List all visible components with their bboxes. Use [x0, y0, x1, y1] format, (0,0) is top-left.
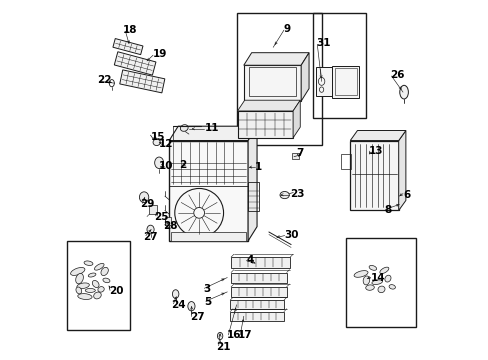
Ellipse shape — [353, 271, 367, 277]
Text: 12: 12 — [159, 139, 173, 149]
Polygon shape — [301, 53, 308, 101]
Bar — [341, 154, 351, 168]
Text: 22: 22 — [97, 75, 111, 85]
Ellipse shape — [180, 125, 188, 131]
Text: 8: 8 — [384, 206, 391, 216]
Text: 25: 25 — [154, 212, 168, 221]
Polygon shape — [237, 100, 300, 111]
Bar — [237, 111, 292, 138]
Polygon shape — [398, 131, 405, 211]
Text: 26: 26 — [389, 70, 404, 80]
Ellipse shape — [94, 264, 104, 270]
Text: 2: 2 — [179, 160, 186, 170]
Bar — [244, 65, 301, 101]
Ellipse shape — [88, 273, 96, 277]
Text: 31: 31 — [316, 38, 330, 48]
Text: 21: 21 — [216, 342, 230, 352]
Ellipse shape — [172, 290, 179, 298]
Polygon shape — [120, 70, 164, 93]
Text: 27: 27 — [143, 232, 158, 242]
Text: 11: 11 — [204, 123, 219, 133]
Ellipse shape — [384, 275, 390, 282]
Text: 10: 10 — [158, 161, 173, 171]
Ellipse shape — [85, 288, 95, 292]
Bar — [349, 140, 398, 211]
Bar — [230, 287, 286, 297]
Text: 23: 23 — [289, 189, 304, 199]
Ellipse shape — [371, 280, 382, 284]
Bar — [345, 238, 415, 327]
Text: 7: 7 — [296, 148, 303, 158]
Bar — [169, 140, 247, 241]
Polygon shape — [247, 126, 257, 241]
Ellipse shape — [76, 287, 81, 294]
Bar — [332, 66, 359, 98]
Bar — [334, 68, 356, 95]
Polygon shape — [169, 126, 257, 140]
Ellipse shape — [101, 267, 108, 275]
Ellipse shape — [147, 225, 154, 234]
Ellipse shape — [92, 280, 99, 288]
Ellipse shape — [70, 267, 85, 275]
Bar — [149, 205, 157, 214]
Ellipse shape — [139, 192, 148, 203]
Bar — [230, 273, 286, 283]
Text: 17: 17 — [238, 330, 252, 340]
Text: 16: 16 — [226, 330, 241, 340]
Ellipse shape — [98, 287, 104, 292]
Text: 20: 20 — [109, 286, 123, 296]
Polygon shape — [292, 100, 300, 138]
Text: 5: 5 — [204, 297, 211, 307]
Text: 19: 19 — [153, 49, 167, 59]
Text: 1: 1 — [255, 162, 262, 172]
Text: 13: 13 — [368, 146, 383, 156]
Bar — [230, 257, 290, 268]
Ellipse shape — [399, 85, 407, 99]
Bar — [313, 13, 366, 118]
Bar — [67, 241, 129, 330]
Text: 9: 9 — [284, 24, 290, 35]
Text: 15: 15 — [151, 132, 165, 142]
Ellipse shape — [365, 285, 373, 290]
Bar — [164, 217, 171, 225]
Bar — [249, 67, 295, 96]
Ellipse shape — [388, 285, 395, 289]
Ellipse shape — [94, 292, 101, 299]
Text: 18: 18 — [123, 25, 138, 35]
Ellipse shape — [363, 276, 369, 285]
Ellipse shape — [102, 278, 110, 283]
Polygon shape — [244, 53, 308, 65]
Text: 29: 29 — [140, 199, 154, 210]
Bar — [236, 13, 321, 145]
Ellipse shape — [187, 302, 195, 311]
Text: 24: 24 — [171, 300, 185, 310]
Bar — [230, 312, 284, 321]
Ellipse shape — [153, 139, 160, 145]
Text: 4: 4 — [246, 255, 253, 265]
Polygon shape — [114, 52, 156, 75]
Bar — [291, 153, 298, 159]
Bar — [230, 300, 284, 310]
Ellipse shape — [217, 332, 223, 339]
Ellipse shape — [154, 157, 163, 168]
Ellipse shape — [379, 267, 388, 274]
Bar — [316, 67, 332, 96]
Text: 3: 3 — [203, 284, 210, 294]
Ellipse shape — [84, 261, 93, 265]
Text: 14: 14 — [370, 273, 385, 283]
Ellipse shape — [77, 283, 89, 289]
Ellipse shape — [78, 294, 92, 300]
Bar — [247, 182, 258, 211]
Ellipse shape — [377, 286, 384, 293]
Text: 28: 28 — [163, 221, 177, 231]
Ellipse shape — [280, 192, 289, 199]
Ellipse shape — [368, 265, 376, 270]
Polygon shape — [349, 131, 405, 140]
Polygon shape — [113, 39, 142, 55]
Text: 6: 6 — [403, 190, 410, 200]
Text: 30: 30 — [284, 230, 299, 239]
Bar — [171, 232, 246, 241]
Ellipse shape — [76, 273, 83, 284]
Text: 27: 27 — [190, 312, 204, 322]
